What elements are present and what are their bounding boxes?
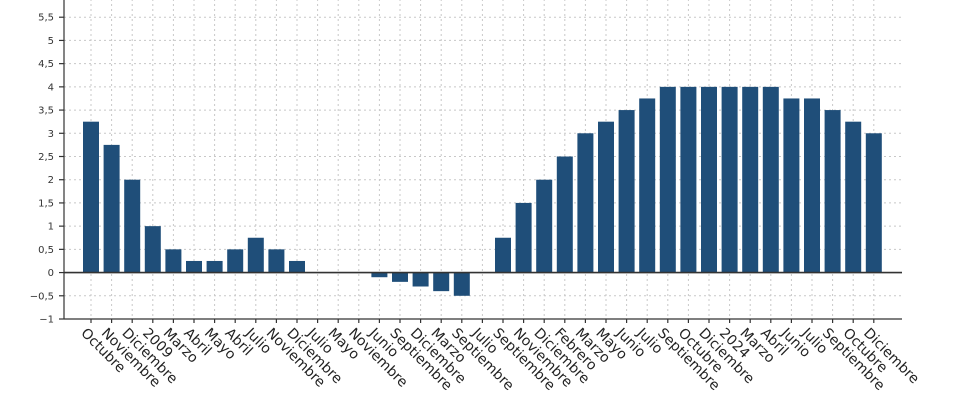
bar xyxy=(598,121,614,273)
bar xyxy=(762,86,779,273)
bar xyxy=(680,86,697,273)
y-tick-label: 3 xyxy=(48,129,54,140)
bar xyxy=(659,86,676,273)
y-tick-label: 4,5 xyxy=(38,59,54,70)
bar xyxy=(412,272,429,287)
bar xyxy=(103,144,120,273)
bar xyxy=(556,156,573,273)
y-tick-label: −0,5 xyxy=(30,291,54,302)
bar xyxy=(433,272,450,292)
bar xyxy=(124,179,141,273)
x-axis-ticks: OctubreNoviembreDiciembre2009MarzoAbrilM… xyxy=(77,325,922,394)
bar xyxy=(824,110,841,273)
y-tick-label: 2 xyxy=(48,175,54,186)
bar xyxy=(577,133,594,273)
y-tick-label: 6 xyxy=(48,0,54,1)
axes-layer xyxy=(59,0,902,323)
bar xyxy=(144,226,161,273)
y-tick-label: −1 xyxy=(39,315,54,326)
bar xyxy=(639,98,656,273)
bar xyxy=(247,237,264,273)
y-tick-label: 5,5 xyxy=(38,13,54,24)
y-tick-label: 2,5 xyxy=(38,152,54,163)
y-tick-label: 1,5 xyxy=(38,198,54,209)
bar xyxy=(289,260,305,273)
bar xyxy=(536,179,553,273)
bar xyxy=(495,237,511,273)
bar xyxy=(618,110,635,273)
bar xyxy=(392,272,408,282)
y-tick-label: 1 xyxy=(48,222,54,233)
bar xyxy=(83,121,99,273)
bar xyxy=(845,121,862,273)
bars-layer xyxy=(83,86,882,296)
y-axis-ticks: −1 −0,5 0 0,5 1 1,5 2 2,5 3 3,5 4 4,5 5 5,5 6 xyxy=(30,0,54,326)
bar xyxy=(165,249,182,273)
bar xyxy=(227,249,244,273)
bar xyxy=(865,133,882,273)
y-tick-label: 0,5 xyxy=(38,245,54,256)
bar xyxy=(206,260,223,273)
y-tick-label: 0 xyxy=(48,268,54,279)
bar xyxy=(721,86,738,273)
bar xyxy=(186,260,202,273)
bar xyxy=(268,249,285,273)
bar xyxy=(783,98,800,273)
bar xyxy=(742,86,759,273)
y-tick-label: 4 xyxy=(48,82,54,93)
bar xyxy=(804,98,820,273)
bar xyxy=(515,202,532,273)
bar xyxy=(453,272,470,296)
y-tick-label: 3,5 xyxy=(38,106,54,117)
bar xyxy=(701,86,717,273)
bar xyxy=(371,272,388,278)
y-tick-label: 5 xyxy=(48,36,54,47)
